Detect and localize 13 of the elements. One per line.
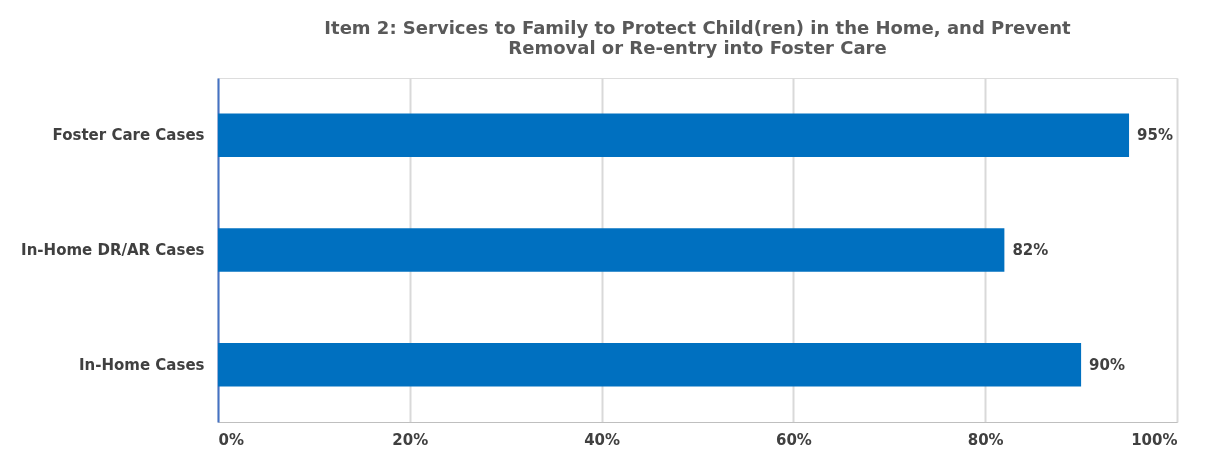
y-tick-label: In-Home DR/AR Cases [21, 241, 205, 259]
data-label: 82% [1012, 241, 1049, 259]
y-tick-label: Foster Care Cases [52, 126, 205, 145]
data-label: 95% [1137, 126, 1173, 145]
x-tick-label: 80% [967, 430, 1004, 449]
x-tick-label: 40% [584, 430, 621, 449]
y-tick-label: In-Home Cases [78, 355, 205, 374]
x-tick-label: 0% [218, 430, 244, 449]
x-tick-label: 20% [392, 430, 429, 449]
chart-title: Item 2: Services to Family to Protect Child(ren) in the Home, and Prevent Removal or Re-entry into Foster Care [324, 17, 1072, 58]
data-label: 90% [1089, 355, 1126, 374]
x-tick-label: 100% [1131, 430, 1178, 449]
x-tick-label: 60% [775, 430, 812, 449]
